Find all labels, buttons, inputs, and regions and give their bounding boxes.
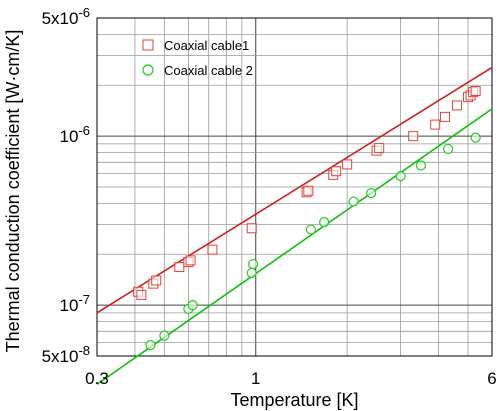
y-tick-labels: 5x10-6 10-6 10-7 5x10-8 bbox=[42, 5, 90, 366]
x-axis-label: Temperature [K] bbox=[230, 390, 358, 410]
data-point-series-2 bbox=[145, 340, 156, 351]
data-point-series-1 bbox=[451, 100, 462, 111]
data-point-series-1 bbox=[342, 159, 353, 170]
fit-lines bbox=[96, 66, 493, 385]
legend-marker-series-1 bbox=[142, 39, 154, 51]
y-tick-label: 5x10-8 bbox=[42, 343, 90, 366]
data-point-series-2 bbox=[319, 216, 330, 228]
data-point-series-1 bbox=[174, 262, 185, 273]
data-point-series-2 bbox=[305, 224, 317, 235]
y-axis-label: Thermal conduction coefficient [W·cm/K] bbox=[3, 30, 23, 353]
data-point-series-2 bbox=[366, 188, 377, 199]
legend-label-series-1: Coaxial cable1 bbox=[164, 38, 249, 53]
x-tick-labels: 0.3 1 6 bbox=[85, 369, 497, 388]
y-tick-label: 10-7 bbox=[60, 292, 90, 315]
grid-lines bbox=[97, 18, 492, 356]
data-point-series-1 bbox=[374, 143, 385, 154]
fit-line-series-1 bbox=[96, 66, 493, 314]
plot-frame bbox=[96, 17, 493, 357]
data-point-series-2 bbox=[395, 171, 406, 182]
data-point-series-1 bbox=[470, 85, 481, 96]
data-point-series-2 bbox=[246, 267, 257, 279]
data-point-series-1 bbox=[408, 131, 419, 142]
y-tick-label: 10-6 bbox=[60, 123, 90, 146]
data-point-series-2 bbox=[159, 330, 170, 341]
legend: Coaxial cable1 Coaxial cable 2 bbox=[142, 38, 253, 78]
data-point-series-1 bbox=[430, 119, 441, 130]
data-point-series-2 bbox=[247, 258, 259, 270]
y-tick-label: 5x10-6 bbox=[42, 5, 90, 28]
data-point-series-1 bbox=[185, 255, 196, 266]
data-point-series-1 bbox=[246, 223, 257, 234]
data-point-series-1 bbox=[303, 185, 314, 196]
x-tick-label: 0.3 bbox=[85, 369, 109, 388]
data-point-series-2 bbox=[348, 196, 359, 207]
data-point-series-1 bbox=[331, 166, 342, 177]
data-point-series-1 bbox=[207, 244, 218, 255]
legend-marker-series-2 bbox=[142, 64, 154, 76]
data-point-series-1 bbox=[151, 275, 162, 286]
x-tick-label: 1 bbox=[251, 369, 260, 388]
legend-label-series-2: Coaxial cable 2 bbox=[164, 63, 253, 78]
data-point-series-2 bbox=[415, 160, 427, 171]
data-point-series-2 bbox=[442, 143, 454, 155]
data-points bbox=[133, 85, 481, 351]
data-point-series-1 bbox=[136, 289, 147, 300]
x-tick-label: 6 bbox=[487, 369, 496, 388]
data-point-series-1 bbox=[439, 111, 450, 122]
data-point-series-2 bbox=[187, 300, 198, 311]
data-point-series-2 bbox=[470, 132, 481, 143]
